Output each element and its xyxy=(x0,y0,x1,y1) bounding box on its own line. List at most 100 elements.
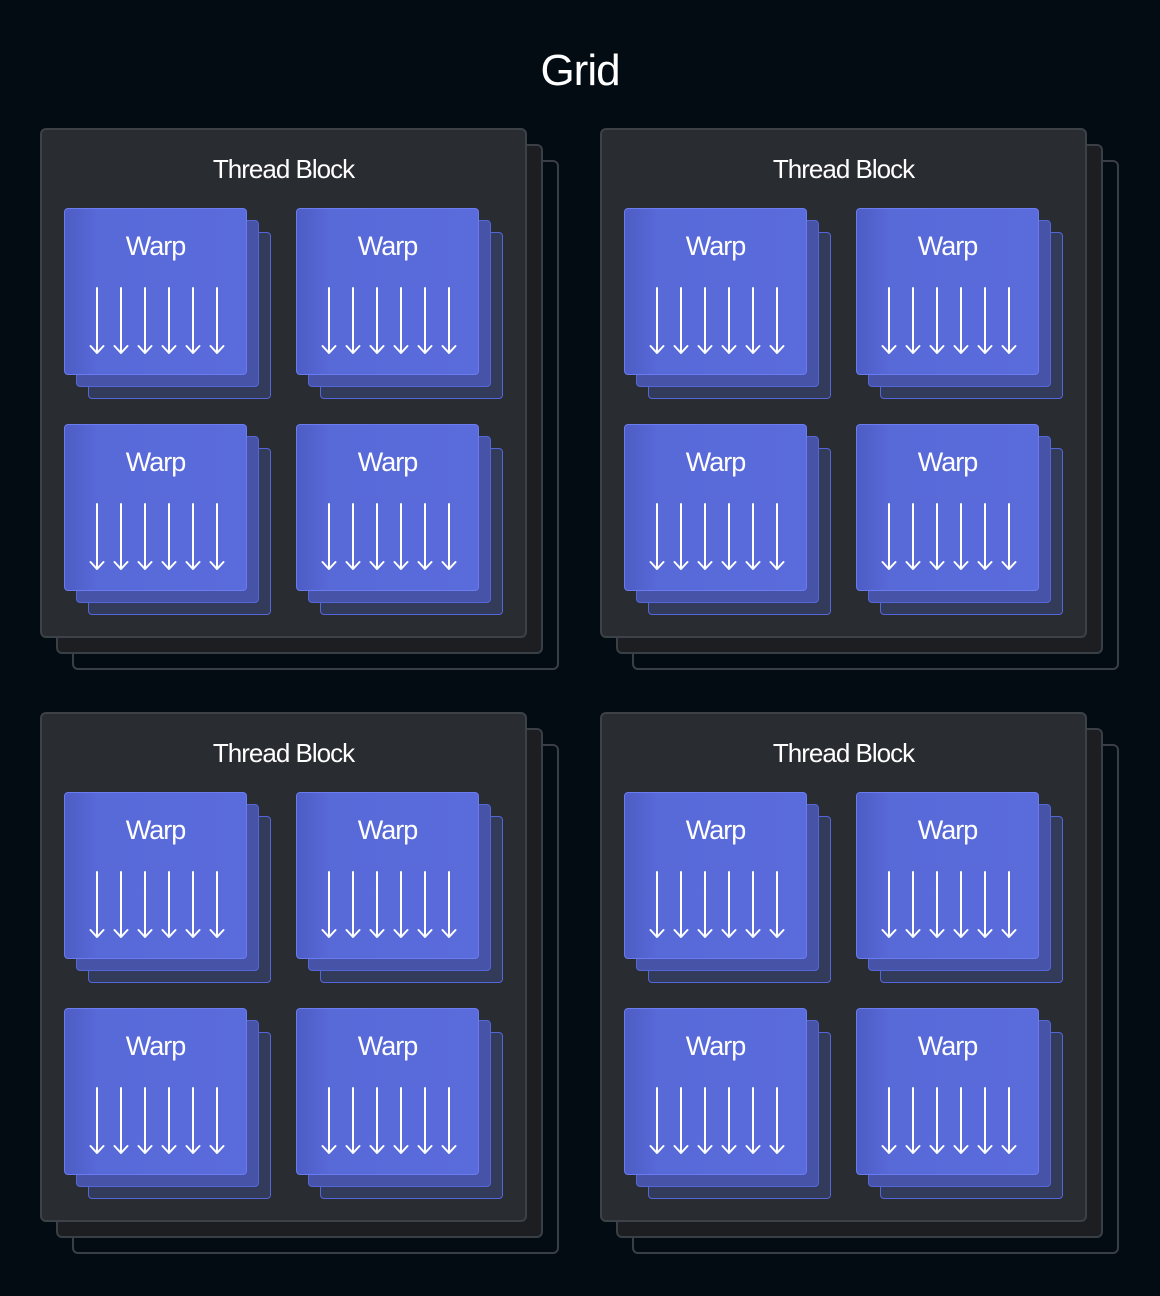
warp: Warp xyxy=(856,792,1039,959)
warp: Warp xyxy=(64,792,247,959)
thread-arrow-down-icon xyxy=(953,287,969,354)
thread-arrow-down-icon xyxy=(161,871,177,938)
warp: Warp xyxy=(296,424,479,591)
warp-label: Warp xyxy=(357,231,419,261)
thread-arrow-down-icon xyxy=(321,1087,337,1154)
thread-arrow-down-icon xyxy=(721,503,737,570)
thread-arrow-down-icon xyxy=(209,871,225,938)
thread-arrow-down-icon xyxy=(929,1087,945,1154)
thread-arrow-down-icon xyxy=(185,871,201,938)
thread-arrow-down-icon xyxy=(393,871,409,938)
thread-arrow-down-icon xyxy=(345,871,361,938)
thread-arrow-down-icon xyxy=(209,1087,225,1154)
warp: Warp xyxy=(624,1008,807,1175)
thread-arrow-down-icon xyxy=(649,871,665,938)
thread-arrow-down-icon xyxy=(369,871,385,938)
warp: Warp xyxy=(856,208,1039,375)
thread-arrow-down-icon xyxy=(161,1087,177,1154)
warp: Warp xyxy=(296,1008,479,1175)
thread-arrow-down-icon xyxy=(673,287,689,354)
thread-arrow-down-icon xyxy=(441,871,457,938)
thread-arrow-down-icon xyxy=(209,503,225,570)
warp-label: Warp xyxy=(357,815,419,845)
thread-arrow-down-icon xyxy=(393,1087,409,1154)
thread-arrow-down-icon xyxy=(697,871,713,938)
thread-block-label: Thread Block xyxy=(772,738,915,768)
warp: Warp xyxy=(64,424,247,591)
warp: Warp xyxy=(296,792,479,959)
thread-arrow-down-icon xyxy=(745,287,761,354)
thread-arrow-down-icon xyxy=(977,503,993,570)
warp-label: Warp xyxy=(917,231,979,261)
thread-arrow-down-icon xyxy=(417,287,433,354)
warp-label: Warp xyxy=(357,1031,419,1061)
thread-arrow-down-icon xyxy=(441,1087,457,1154)
thread-arrow-down-icon xyxy=(905,871,921,938)
thread-arrow-down-icon xyxy=(745,1087,761,1154)
thread-block: Thread Block Warp Warp Warp Warp xyxy=(40,712,527,1222)
warp-label: Warp xyxy=(125,815,187,845)
thread-block-label: Thread Block xyxy=(212,738,355,768)
thread-arrow-down-icon xyxy=(1001,503,1017,570)
thread-arrow-down-icon xyxy=(137,871,153,938)
warp-label: Warp xyxy=(917,1031,979,1061)
thread-arrow-down-icon xyxy=(185,287,201,354)
thread-arrow-down-icon xyxy=(905,1087,921,1154)
thread-arrow-down-icon xyxy=(393,287,409,354)
thread-arrow-down-icon xyxy=(321,871,337,938)
thread-arrow-down-icon xyxy=(929,503,945,570)
thread-arrow-down-icon xyxy=(649,503,665,570)
warp-label: Warp xyxy=(917,815,979,845)
thread-block: Thread Block Warp Warp Warp Warp xyxy=(600,712,1087,1222)
warp: Warp xyxy=(296,208,479,375)
thread-block-label: Thread Block xyxy=(212,154,355,184)
thread-arrow-down-icon xyxy=(929,871,945,938)
thread-block: Thread Block Warp Warp Warp Warp xyxy=(600,128,1087,638)
thread-arrow-down-icon xyxy=(113,287,129,354)
warp-label: Warp xyxy=(357,447,419,477)
thread-arrow-down-icon xyxy=(769,287,785,354)
thread-arrow-down-icon xyxy=(369,287,385,354)
thread-arrow-down-icon xyxy=(769,871,785,938)
thread-arrow-down-icon xyxy=(345,1087,361,1154)
thread-arrow-down-icon xyxy=(1001,1087,1017,1154)
thread-arrow-down-icon xyxy=(745,871,761,938)
thread-arrow-down-icon xyxy=(881,1087,897,1154)
thread-arrow-down-icon xyxy=(697,503,713,570)
thread-arrow-down-icon xyxy=(697,287,713,354)
thread-arrow-down-icon xyxy=(649,1087,665,1154)
thread-arrow-down-icon xyxy=(977,287,993,354)
warp-label: Warp xyxy=(685,447,747,477)
thread-arrow-down-icon xyxy=(721,871,737,938)
thread-arrow-down-icon xyxy=(209,287,225,354)
warp: Warp xyxy=(624,792,807,959)
thread-arrow-down-icon xyxy=(977,1087,993,1154)
thread-arrow-down-icon xyxy=(441,287,457,354)
grid-title: Grid xyxy=(540,46,620,95)
thread-arrow-down-icon xyxy=(113,871,129,938)
thread-arrow-down-icon xyxy=(113,1087,129,1154)
warp-label: Warp xyxy=(685,1031,747,1061)
thread-arrow-down-icon xyxy=(721,1087,737,1154)
thread-arrow-down-icon xyxy=(345,287,361,354)
thread-arrow-down-icon xyxy=(321,287,337,354)
thread-arrow-down-icon xyxy=(905,287,921,354)
thread-arrow-down-icon xyxy=(89,503,105,570)
thread-arrow-down-icon xyxy=(321,503,337,570)
thread-arrow-down-icon xyxy=(953,1087,969,1154)
thread-arrow-down-icon xyxy=(89,871,105,938)
thread-arrow-down-icon xyxy=(393,503,409,570)
thread-arrow-down-icon xyxy=(369,503,385,570)
thread-arrow-down-icon xyxy=(745,503,761,570)
warp: Warp xyxy=(856,424,1039,591)
thread-arrow-down-icon xyxy=(769,503,785,570)
warp-label: Warp xyxy=(917,447,979,477)
warp-label: Warp xyxy=(685,231,747,261)
thread-arrow-down-icon xyxy=(881,503,897,570)
thread-arrow-down-icon xyxy=(673,503,689,570)
thread-arrow-down-icon xyxy=(161,287,177,354)
thread-arrow-down-icon xyxy=(769,1087,785,1154)
thread-arrow-down-icon xyxy=(697,1087,713,1154)
thread-arrow-down-icon xyxy=(881,287,897,354)
thread-block-label: Thread Block xyxy=(772,154,915,184)
